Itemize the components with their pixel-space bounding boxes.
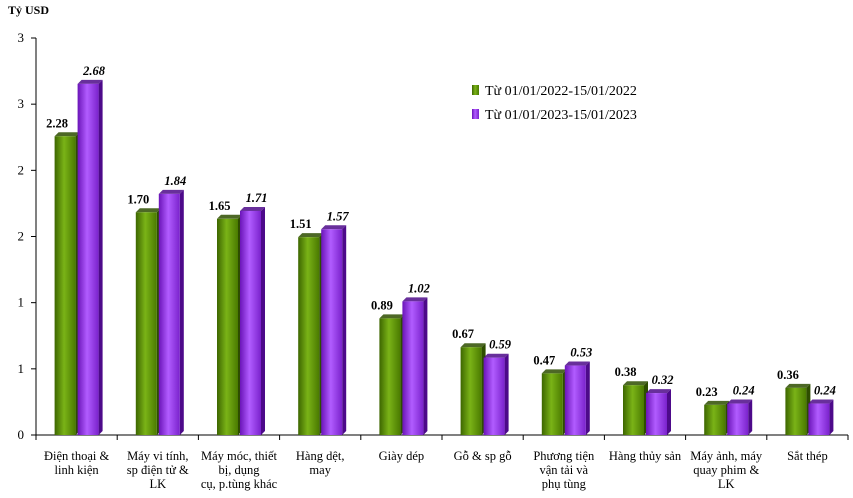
bar xyxy=(623,385,644,435)
legend-swatch xyxy=(472,109,479,119)
bar-top xyxy=(785,383,811,388)
x-category-label: Gỗ & sp gỗ xyxy=(454,449,512,463)
y-tick-label: 2 xyxy=(18,162,25,177)
bar-top xyxy=(298,233,324,238)
bar xyxy=(54,136,76,435)
bar-value-label: 2.68 xyxy=(82,64,106,78)
bar-side xyxy=(585,361,590,435)
bar-value-label: 0.32 xyxy=(652,373,674,387)
bar-top xyxy=(727,399,753,404)
x-category-label: Máy ảnh, máy quay phim & LK xyxy=(690,449,763,491)
bar-top xyxy=(704,400,730,405)
bar xyxy=(808,403,830,435)
bar-top xyxy=(135,208,161,213)
bar-top xyxy=(321,225,347,230)
bar-top xyxy=(240,206,265,211)
y-tick-label: 3 xyxy=(18,30,25,45)
bar-side xyxy=(342,225,347,435)
bar-top xyxy=(460,343,486,348)
bar xyxy=(77,83,99,435)
bar-top xyxy=(54,132,80,137)
y-tick-label: 2 xyxy=(18,229,25,244)
bar-value-label: 1.51 xyxy=(290,217,312,231)
x-category-label: Điện thoại & linh kiện xyxy=(44,449,110,477)
category-labels: Điện thoại & linh kiện Máy vi tính, sp điện… xyxy=(44,449,828,491)
bar xyxy=(646,393,667,435)
bar-top xyxy=(402,297,428,302)
x-category-label: Máy vi tính, sp điện tử & LK xyxy=(127,449,189,491)
bar-top xyxy=(808,399,834,404)
x-category-label: Hàng thủy sản xyxy=(609,449,682,463)
bar-top xyxy=(483,353,509,358)
y-tick-label: 1 xyxy=(18,361,25,376)
bar-side xyxy=(179,189,184,435)
bar-value-label: 0.23 xyxy=(696,385,718,399)
x-category-label: Hàng dệt, may xyxy=(296,449,345,477)
bar xyxy=(483,357,505,435)
bar xyxy=(727,403,749,435)
bar-value-label: 1.70 xyxy=(127,192,149,206)
x-category-label: Giày dép xyxy=(379,449,424,463)
x-category-label: Phương tiện vận tải và phụ tùng xyxy=(533,449,595,491)
bar-value-label: 1.02 xyxy=(408,281,430,295)
bar-side xyxy=(98,79,103,435)
bar-side xyxy=(667,389,671,435)
value-labels: 2.28 2.68 1.70 1.84 1.65 1.71 1.51 1.57 0.89 1.02… xyxy=(46,64,836,399)
y-tick-label: 3 xyxy=(18,96,25,111)
y-tick-label: 0 xyxy=(18,427,25,442)
bar xyxy=(321,229,343,435)
bar-value-label: 2.28 xyxy=(46,116,68,130)
legend-swatch xyxy=(472,85,479,95)
bar xyxy=(135,212,157,435)
bar-top xyxy=(158,189,184,194)
y-axis-title: Tỷ USD xyxy=(8,3,49,17)
bar-value-label: 0.67 xyxy=(452,327,474,341)
bar-value-label: 1.71 xyxy=(246,191,268,205)
bar xyxy=(158,193,180,435)
bar-value-label: 0.24 xyxy=(733,384,755,398)
x-category-label: Sắt thép xyxy=(787,449,828,463)
bar xyxy=(460,347,482,435)
bar-value-label: 0.24 xyxy=(814,384,836,398)
bar xyxy=(298,237,320,435)
bar-top xyxy=(646,389,671,394)
bar xyxy=(564,365,586,435)
bar-value-label: 0.47 xyxy=(533,353,555,367)
bar-side xyxy=(423,297,428,435)
bar-value-label: 1.57 xyxy=(327,209,350,223)
bar xyxy=(217,218,238,435)
bar-top xyxy=(217,214,242,219)
bar-value-label: 0.36 xyxy=(777,368,799,382)
bar-top xyxy=(541,369,567,374)
legend: Từ 01/01/2022-15/01/2022 Từ 01/01/2023-15… xyxy=(472,84,637,123)
bar-value-label: 0.53 xyxy=(570,346,592,360)
bar-top xyxy=(564,361,590,366)
bar xyxy=(704,404,726,435)
bar-top xyxy=(623,381,648,386)
legend-label: Từ 01/01/2023-15/01/2023 xyxy=(485,108,637,123)
bar-side xyxy=(261,206,265,435)
y-tick-label: 1 xyxy=(18,295,25,310)
bar-value-label: 1.65 xyxy=(209,199,231,213)
bar xyxy=(785,387,807,435)
bar-side xyxy=(829,399,834,435)
bars xyxy=(54,79,834,435)
bar-value-label: 0.89 xyxy=(371,298,393,312)
bar-value-label: 0.59 xyxy=(489,338,512,352)
x-category-label: Máy móc, thiết bị, dụng cụ, p.tùng khác xyxy=(201,449,278,491)
bar xyxy=(402,301,424,435)
bar-value-label: 0.38 xyxy=(615,365,637,379)
bar xyxy=(541,373,563,435)
bar xyxy=(379,318,401,435)
bar-top xyxy=(379,314,405,319)
legend-label: Từ 01/01/2022-15/01/2022 xyxy=(485,84,637,99)
bar-value-label: 1.84 xyxy=(164,174,186,188)
bar-side xyxy=(748,399,753,435)
bar xyxy=(240,210,261,435)
bar-top xyxy=(77,79,103,84)
bar-side xyxy=(504,353,509,435)
